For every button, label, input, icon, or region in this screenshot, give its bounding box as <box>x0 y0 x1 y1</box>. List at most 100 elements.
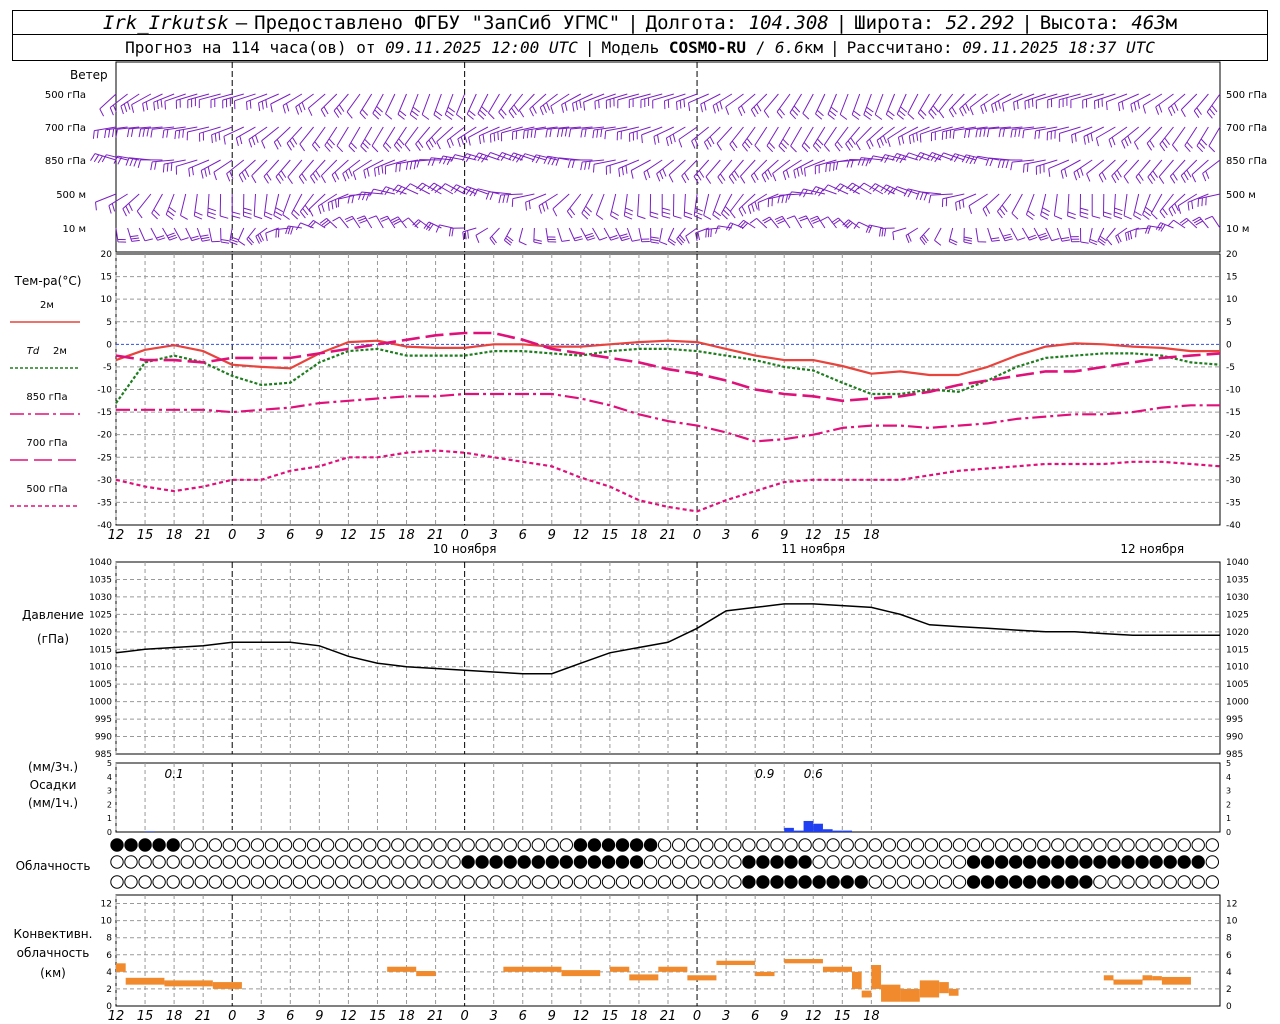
wind-barb <box>108 193 128 214</box>
conv-xtick: 15 <box>602 1009 619 1024</box>
wind-barb <box>1070 93 1093 109</box>
wind-barb <box>798 215 814 229</box>
wind-barb <box>287 159 303 184</box>
legend-label: 700 гПа <box>26 438 67 449</box>
wind-barb <box>466 93 477 120</box>
wind-barb <box>253 193 263 220</box>
wind-barb <box>261 126 280 149</box>
wind-barb <box>855 126 872 151</box>
wind-barb <box>235 126 256 147</box>
cloud-symbol <box>138 855 152 869</box>
temp-xtick: 15 <box>369 528 386 543</box>
cloud-symbol <box>924 838 939 852</box>
wind-barb <box>478 126 500 145</box>
wind-barb <box>1023 159 1046 173</box>
wind-barb <box>1125 227 1139 241</box>
wind-barb <box>594 93 616 110</box>
wind-barb <box>804 159 826 177</box>
wind-barb <box>880 184 907 195</box>
cloud-symbol <box>966 875 981 889</box>
wind-barb <box>127 227 140 242</box>
wind-barb <box>739 159 756 184</box>
conv-segment <box>1161 976 1191 985</box>
precip-title: Осадки <box>29 778 77 792</box>
wind-barb <box>333 93 349 118</box>
wind-barb <box>649 193 659 219</box>
wind-barb <box>307 219 326 229</box>
conv-segment <box>784 959 823 964</box>
wind-barb <box>336 126 349 153</box>
cloud-symbol <box>1107 838 1121 852</box>
conv-ytick-left: 2 <box>106 985 112 995</box>
wind-barb <box>915 152 942 161</box>
cloud-symbol <box>980 838 995 852</box>
wind-barb <box>907 93 919 120</box>
temp-ytick-right: -15 <box>1226 408 1241 418</box>
wind-barb <box>164 93 186 110</box>
wind-barb <box>903 188 930 198</box>
wind-barb <box>676 227 686 246</box>
cloud-symbol <box>419 838 433 852</box>
wind-barb <box>1180 93 1198 118</box>
cloud-symbol <box>222 875 237 889</box>
pressure-ytick-left: 1000 <box>89 698 112 708</box>
wind-barb <box>568 126 593 138</box>
pressure-ytick-left: 995 <box>95 715 112 725</box>
cloud-symbol <box>320 855 335 869</box>
wind-barb <box>1046 126 1070 141</box>
wind-barb <box>1056 227 1071 242</box>
precip-ytick-right: 0 <box>1226 828 1231 837</box>
wind-barb <box>538 193 558 214</box>
wind-barb <box>165 193 177 220</box>
wind-barb <box>963 227 973 245</box>
wind-barb <box>1091 194 1101 219</box>
wind-barb <box>845 126 861 151</box>
conv-ytick-left: 10 <box>101 917 113 927</box>
wind-barb <box>667 227 677 246</box>
temp-title: Тем-ра(°C) <box>14 274 82 288</box>
wind-barbs <box>90 93 1221 246</box>
cloud-symbol <box>882 875 896 889</box>
td2m-line <box>115 347 1221 404</box>
wind-barb <box>223 126 245 145</box>
cloud-symbol <box>152 875 166 889</box>
wind-barb <box>915 191 942 201</box>
wind-barb <box>433 93 443 120</box>
wind-barb <box>887 126 907 147</box>
wind-barb <box>550 93 570 115</box>
wind-barb <box>127 126 151 138</box>
wind-barb <box>729 193 744 219</box>
wind-barb <box>1135 159 1151 184</box>
wind-barb <box>1068 227 1080 243</box>
cloud-symbol <box>896 855 911 869</box>
conv-xtick: 12 <box>805 1009 822 1024</box>
wind-barb <box>1033 227 1049 241</box>
wind-barb <box>237 227 246 246</box>
wind-barb <box>1103 193 1112 219</box>
wind-barb <box>533 227 542 245</box>
cloud-symbol <box>250 855 265 869</box>
wind-barb <box>1021 227 1038 241</box>
wind-barb <box>1011 193 1023 220</box>
wind-barb <box>938 93 954 119</box>
wind-barb <box>348 126 361 153</box>
wind-barb <box>876 126 895 149</box>
conv-xtick: 18 <box>863 1009 880 1024</box>
wind-barb <box>415 126 431 151</box>
wind-barb <box>928 93 942 119</box>
wind-barb <box>1171 126 1186 152</box>
wind-barb <box>401 217 419 229</box>
wind-barb <box>327 193 349 211</box>
wind-barb <box>610 193 619 220</box>
wind-barb <box>142 93 163 112</box>
cloud-symbol <box>1191 855 1205 869</box>
wind-barb <box>1013 93 1035 111</box>
pressure-ytick-right: 1015 <box>1226 645 1249 655</box>
temp-xtick: 12 <box>108 528 125 543</box>
wind-barb <box>115 227 127 243</box>
conv-xtick: 0 <box>693 1009 701 1024</box>
conv-xtick: 21 <box>427 1009 444 1024</box>
wind-barb <box>1179 217 1198 229</box>
wind-barb <box>162 159 186 173</box>
